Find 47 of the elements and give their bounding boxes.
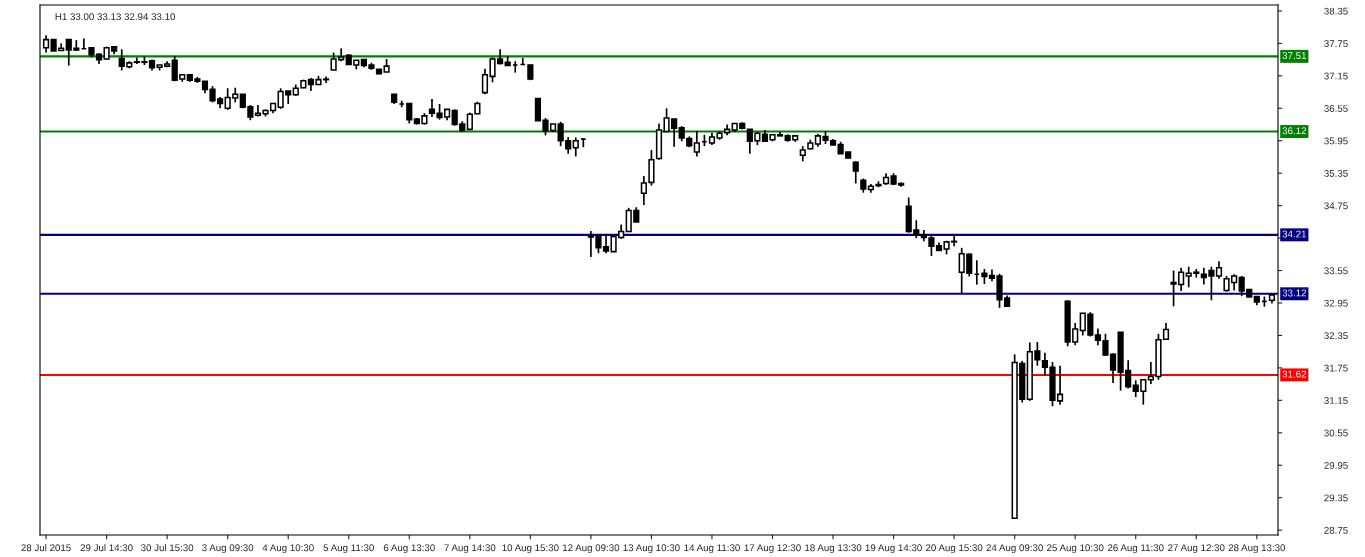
y-tick-label: 38.35 — [1324, 7, 1348, 15]
y-tick-label: 32.95 — [1324, 299, 1348, 307]
y-tick-label: 33.55 — [1324, 267, 1348, 275]
x-tick-label: 7 Aug 14:30 — [444, 544, 496, 554]
y-tick-label: 29.35 — [1324, 494, 1348, 502]
ref-line-label: 34.21 — [1282, 230, 1307, 238]
y-tick-label: 34.75 — [1324, 202, 1348, 210]
x-tick-label: 19 Aug 14:30 — [865, 544, 922, 554]
x-tick-label: 24 Aug 09:30 — [986, 544, 1043, 554]
ref-line-label: 36.12 — [1282, 127, 1307, 135]
y-tick-label: 37.75 — [1324, 40, 1348, 48]
ref-line-label: 31.62 — [1282, 370, 1307, 378]
x-tick-label: 5 Aug 11:30 — [323, 544, 374, 554]
y-tick-label: 35.95 — [1324, 137, 1348, 145]
x-tick-label: 29 Jul 14:30 — [80, 544, 133, 552]
x-tick-label: 17 Aug 12:30 — [744, 544, 801, 554]
x-tick-label: 30 Jul 15:30 — [141, 544, 194, 552]
text: H1 33.00 33.13 32.94 33.10 — [55, 13, 176, 21]
x-tick-label: 6 Aug 13:30 — [383, 544, 435, 554]
x-tick-label: 14 Aug 11:30 — [684, 544, 740, 554]
ref-line-label: 37.51 — [1282, 52, 1307, 59]
x-tick-label: 28 Aug 13:30 — [1228, 544, 1286, 554]
candlestick — [572, 136, 579, 158]
y-tick-label: 37.15 — [1324, 72, 1348, 80]
y-tick-label: 31.15 — [1324, 397, 1348, 404]
y-tick-label: 30.55 — [1324, 429, 1348, 437]
x-tick-label: 13 Aug 10:30 — [623, 544, 680, 554]
x-tick-label: 27 Aug 12:30 — [1168, 544, 1225, 554]
y-tick-label: 35.35 — [1324, 169, 1348, 177]
y-tick-label: 36.55 — [1324, 105, 1348, 112]
x-tick-label: 26 Aug 11:30 — [1107, 544, 1164, 554]
x-tick-label: 25 Aug 10:30 — [1047, 544, 1104, 554]
x-tick-label: 3 Aug 09:30 — [202, 544, 254, 554]
x-tick-label: 10 Aug 15:30 — [502, 544, 559, 554]
x-tick-label: 12 Aug 09:30 — [562, 544, 620, 554]
y-tick-label: 29.95 — [1324, 461, 1348, 469]
x-tick-label: 28 Jul 2015 — [21, 544, 71, 552]
y-tick-label: 28.75 — [1324, 526, 1348, 534]
candlestick — [406, 102, 413, 125]
x-tick-label: 20 Aug 15:30 — [925, 544, 983, 554]
candlestick — [693, 130, 700, 158]
x-tick-label: 4 Aug 10:30 — [262, 544, 314, 554]
x-tick-label: 18 Aug 13:30 — [805, 544, 862, 554]
y-tick-label: 32.35 — [1324, 332, 1348, 340]
ref-line-label: 33.12 — [1282, 289, 1307, 297]
y-tick-label: 31.75 — [1324, 364, 1348, 372]
candlestick — [852, 160, 859, 185]
